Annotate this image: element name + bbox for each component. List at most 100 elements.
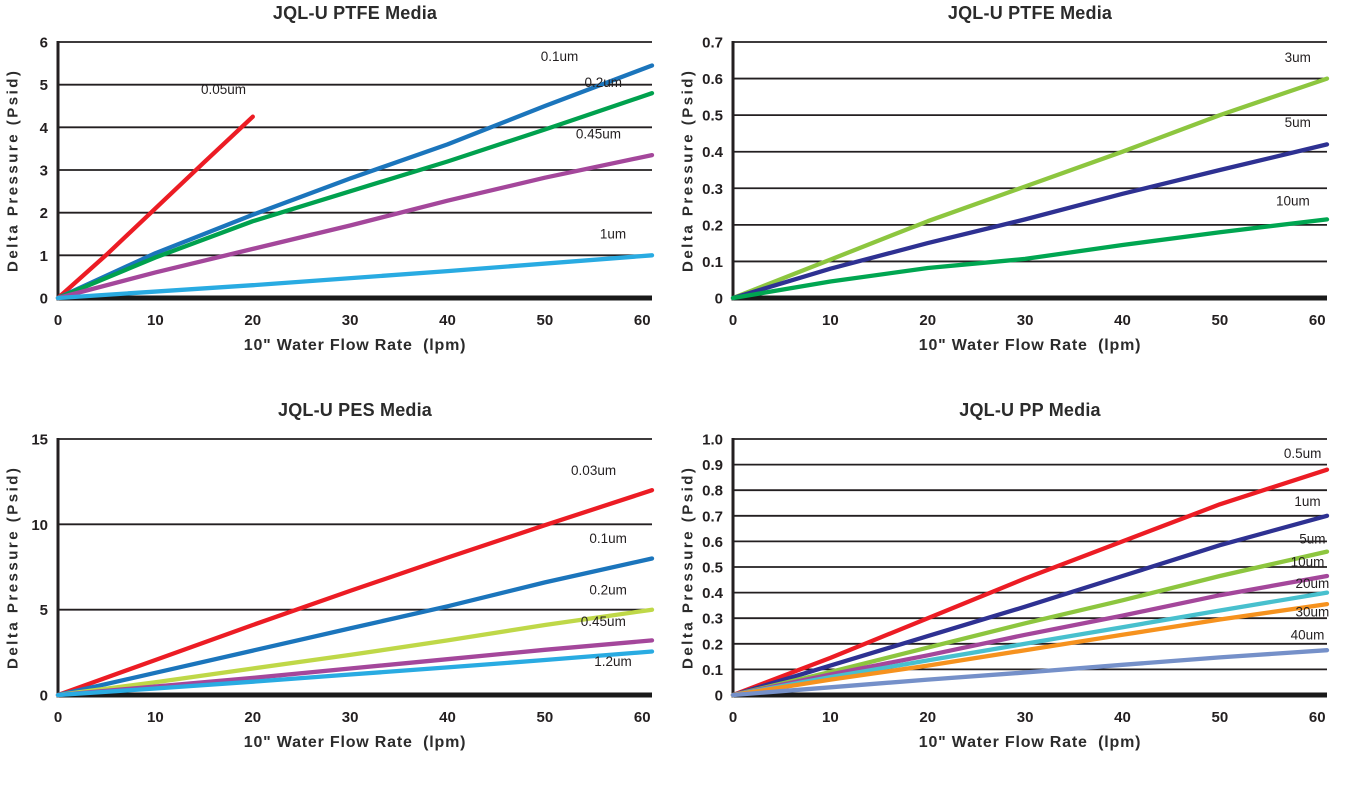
x-tick-label: 10	[147, 312, 164, 329]
chart-pp-media: 0 0.1 0.2 0.3 0.4 0.5 0.6 0.7 0.8 0.9 1.0 0 10 20 30 40…	[675, 397, 1350, 794]
x-tick-label: 50	[537, 709, 554, 726]
y-axis-label: Delta Pressure (Psid)	[4, 465, 22, 669]
y-tick-label: 0.6	[702, 71, 723, 88]
series-label-0.05um: 0.05um	[201, 82, 246, 97]
x-axis-label: 10" Water Flow Rate (lpm)	[918, 734, 1142, 751]
series-label-5um: 5um	[1299, 531, 1325, 546]
chart-title: JQL-U PP Media	[959, 400, 1101, 420]
y-tick-label: 15	[31, 432, 48, 449]
y-tick-label: 0.4	[702, 144, 724, 161]
y-tick-label: 0.3	[702, 181, 723, 198]
series-label-0.5um: 0.5um	[1284, 446, 1322, 461]
chart-title: JQL-U PTFE Media	[947, 3, 1113, 23]
x-tick-label: 20	[919, 709, 936, 726]
y-tick-label: 2	[40, 205, 48, 222]
series-line-40um	[730, 648, 1330, 698]
series-label-5um: 5um	[1285, 115, 1311, 130]
x-tick-label: 20	[919, 312, 936, 329]
series-label-0.1um: 0.1um	[541, 49, 579, 64]
series-line-30um	[730, 601, 1330, 698]
series-line-5um	[730, 142, 1330, 301]
series-label-20um: 20um	[1296, 576, 1330, 591]
y-axis-label: Delta Pressure (Psid)	[4, 68, 22, 272]
series-line-10um	[730, 573, 1330, 698]
x-tick-label: 30	[1017, 709, 1034, 726]
y-tick-label: 0.2	[702, 636, 723, 653]
y-tick-label: 0.6	[702, 534, 723, 551]
x-tick-label: 20	[244, 709, 261, 726]
y-tick-label: 0.2	[702, 217, 723, 234]
y-tick-label: 0	[715, 291, 723, 308]
x-tick-label: 0	[54, 312, 62, 329]
y-tick-label: 5	[40, 602, 48, 619]
y-tick-label: 1	[40, 248, 48, 265]
x-tick-label: 30	[342, 709, 359, 726]
x-axis-label: 10" Water Flow Rate (lpm)	[243, 734, 467, 751]
chart-title: JQL-U PTFE Media	[272, 3, 438, 23]
series-line-20um	[730, 590, 1330, 698]
x-tick-label: 60	[634, 312, 651, 329]
y-tick-label: 4	[40, 120, 49, 137]
y-tick-label: 0	[715, 688, 723, 705]
series-line-3um	[730, 76, 1330, 301]
y-tick-label: 0	[40, 291, 48, 308]
series-label-1um: 1um	[600, 226, 626, 241]
chart-title: JQL-U PES Media	[277, 400, 433, 420]
series-line-0.45um	[55, 152, 655, 301]
x-tick-label: 40	[439, 709, 456, 726]
x-tick-label: 40	[1114, 312, 1131, 329]
series-label-0.2um: 0.2um	[585, 75, 623, 90]
y-tick-label: 0.1	[702, 254, 723, 271]
chart-ptfe-media-coarse: 0 0.1 0.2 0.3 0.4 0.5 0.6 0.7 0 10 20 30 40 50 60 3um 5u…	[675, 0, 1350, 397]
plot-area-pp: 0 0.1 0.2 0.3 0.4 0.5 0.6 0.7 0.8 0.9 1.0 0 10 20 30 40…	[702, 432, 1330, 727]
series-label-3um: 3um	[1285, 50, 1311, 65]
x-tick-label: 50	[1212, 709, 1229, 726]
series-label-1.2um: 1.2um	[594, 654, 632, 669]
x-tick-label: 20	[244, 312, 261, 329]
y-tick-label: 0.7	[702, 35, 723, 52]
y-tick-label: 10	[31, 517, 48, 534]
y-tick-label: 0.3	[702, 611, 723, 628]
x-tick-label: 30	[342, 312, 359, 329]
y-tick-label: 0.7	[702, 508, 723, 525]
y-axis-label: Delta Pressure (Psid)	[679, 465, 697, 669]
x-tick-label: 0	[729, 312, 737, 329]
x-tick-label: 10	[822, 312, 839, 329]
x-axis-label: 10" Water Flow Rate (lpm)	[918, 337, 1142, 354]
x-tick-label: 50	[1212, 312, 1229, 329]
series-line-0.03um	[55, 488, 655, 698]
x-tick-label: 30	[1017, 312, 1034, 329]
series-label-0.45um: 0.45um	[581, 614, 626, 629]
y-axis-label: Delta Pressure (Psid)	[679, 68, 697, 272]
x-tick-label: 50	[537, 312, 554, 329]
series-line-5um	[730, 549, 1330, 698]
x-tick-label: 10	[147, 709, 164, 726]
plot-area-pes: 0 5 10 15 0 10 20 30 40 50 60 0.03um 0.1um 0.2um 0.45u…	[31, 432, 655, 726]
series-line-0.2um	[55, 607, 655, 698]
y-tick-label: 5	[40, 77, 48, 94]
x-tick-label: 40	[1114, 709, 1131, 726]
x-tick-label: 40	[439, 312, 456, 329]
x-tick-label: 60	[1309, 709, 1326, 726]
series-line-0.1um	[55, 63, 655, 301]
series-line-0.05um	[55, 114, 255, 301]
y-tick-label: 0.8	[702, 483, 723, 500]
series-label-30um: 30um	[1296, 605, 1330, 620]
series-label-0.2um: 0.2um	[589, 582, 627, 597]
series-label-0.1um: 0.1um	[589, 531, 627, 546]
chart-pes-media: 0 5 10 15 0 10 20 30 40 50 60 0.03um 0.1um 0.2um 0.45u…	[0, 397, 675, 794]
series-line-1.2um	[55, 649, 655, 698]
series-line-0.1um	[55, 556, 655, 698]
y-tick-label: 0	[40, 688, 48, 705]
x-axis-label: 10" Water Flow Rate (lpm)	[243, 337, 467, 354]
series-line-0.45um	[55, 638, 655, 698]
series-label-1um: 1um	[1294, 494, 1320, 509]
y-tick-label: 6	[40, 35, 48, 52]
chart-ptfe-media-fine: 0 1 2 3 4 5 6 0 10 20 30 40 50 60 0.05um 0.1um 0.2um 0.45…	[0, 0, 675, 397]
y-tick-label: 3	[40, 163, 48, 180]
x-tick-label: 0	[729, 709, 737, 726]
series-line-1um	[730, 513, 1330, 698]
y-tick-label: 0.5	[702, 108, 723, 125]
